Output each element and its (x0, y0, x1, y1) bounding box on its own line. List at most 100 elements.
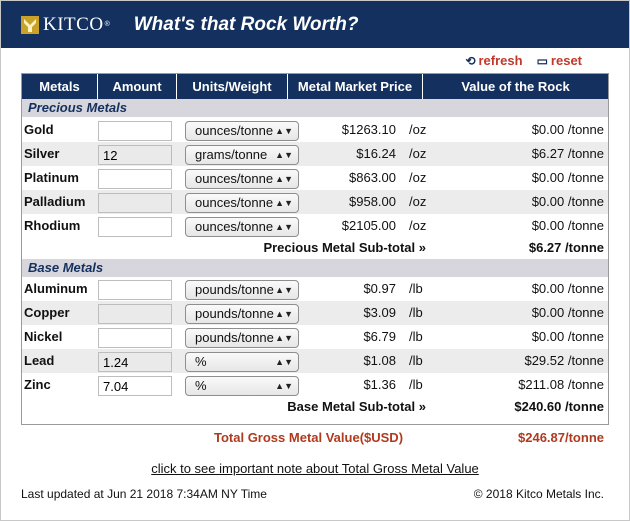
kitco-logo[interactable]: KITCO ® (21, 1, 110, 48)
precious-subtotal-label[interactable]: Precious Metal Sub-total » (263, 240, 426, 255)
amount-input[interactable] (98, 376, 172, 396)
precious-subtotal-row: Precious Metal Sub-total » $6.27 /tonne (22, 238, 608, 258)
units-value: pounds/tonne (195, 306, 274, 321)
price-unit: /lb (409, 281, 423, 296)
copyright-text: © 2018 Kitco Metals Inc. (473, 487, 604, 501)
gross-value-amount: $246.87/tonne (518, 430, 604, 445)
market-price: $2105.00 (341, 218, 396, 233)
amount-input[interactable] (98, 304, 172, 324)
rock-value: $0.00 /tonne (531, 281, 604, 296)
base-subtotal-row: Base Metal Sub-total » $240.60 /tonne (22, 397, 608, 417)
updown-arrow-icon: ▲▼ (275, 222, 293, 232)
table-row: Gold ounces/tonne ▲▼ $1263.10 /oz $0.00 /… (22, 118, 608, 142)
units-select[interactable]: ounces/tonne ▲▼ (185, 169, 299, 189)
units-value: % (195, 378, 207, 393)
important-note-link[interactable]: click to see important note about Total … (151, 461, 479, 476)
units-select[interactable]: % ▲▼ (185, 376, 299, 396)
amount-input[interactable] (98, 193, 172, 213)
metal-name: Palladium (24, 194, 86, 209)
refresh-button[interactable]: ⟲ refresh (465, 53, 522, 68)
precious-metals-header: Precious Metals (22, 99, 608, 117)
rock-value: $0.00 /tonne (531, 329, 604, 344)
units-select[interactable]: ounces/tonne ▲▼ (185, 193, 299, 213)
amount-input[interactable] (98, 145, 172, 165)
metal-name: Lead (24, 353, 55, 368)
col-value: Value of the Rock (461, 79, 570, 94)
market-price: $3.09 (363, 305, 396, 320)
kitco-gold-logo-icon (21, 15, 39, 34)
amount-input[interactable] (98, 328, 172, 348)
units-select[interactable]: pounds/tonne ▲▼ (185, 280, 299, 300)
units-select[interactable]: pounds/tonne ▲▼ (185, 304, 299, 324)
refresh-icon: ⟲ (465, 53, 476, 68)
precious-subtotal-value: $6.27 /tonne (528, 240, 604, 255)
price-unit: /lb (409, 329, 423, 344)
updown-arrow-icon: ▲▼ (275, 333, 293, 343)
metal-name: Platinum (24, 170, 79, 185)
calculator-table: Metals Amount Units/Weight Metal Market … (21, 73, 609, 425)
updown-arrow-icon: ▲▼ (275, 126, 293, 136)
rock-value: $0.00 /tonne (531, 122, 604, 137)
col-market-price: Metal Market Price (288, 74, 423, 99)
app-header: KITCO ® What's that Rock Worth? (1, 1, 629, 48)
market-price: $1263.10 (341, 122, 396, 137)
metal-name: Copper (24, 305, 70, 320)
table-row: Rhodium ounces/tonne ▲▼ $2105.00 /oz $0.0… (22, 214, 608, 238)
amount-input[interactable] (98, 352, 172, 372)
amount-input[interactable] (98, 217, 172, 237)
reset-button[interactable]: ▭ reset (537, 53, 582, 68)
updown-arrow-icon: ▲▼ (275, 285, 293, 295)
updown-arrow-icon: ▲▼ (275, 150, 293, 160)
units-select[interactable]: % ▲▼ (185, 352, 299, 372)
price-unit: /oz (409, 122, 427, 137)
table-row: Silver grams/tonne ▲▼ $16.24 /oz $6.27 /t… (22, 142, 608, 166)
market-price: $6.79 (363, 329, 396, 344)
price-unit: /oz (409, 218, 427, 233)
updown-arrow-icon: ▲▼ (275, 357, 293, 367)
amount-input[interactable] (98, 121, 172, 141)
refresh-label: refresh (478, 53, 523, 68)
base-subtotal-value: $240.60 /tonne (514, 399, 604, 414)
units-select[interactable]: pounds/tonne ▲▼ (185, 328, 299, 348)
units-select[interactable]: ounces/tonne ▲▼ (185, 217, 299, 237)
rock-value: $0.00 /tonne (531, 194, 604, 209)
market-price: $958.00 (349, 194, 396, 209)
updown-arrow-icon: ▲▼ (275, 309, 293, 319)
metal-name: Nickel (24, 329, 63, 344)
table-row: Zinc % ▲▼ $1.36 /lb $211.08 /tonne (22, 373, 608, 397)
market-price: $1.36 (363, 377, 396, 392)
rock-value: $29.52 /tonne (524, 353, 604, 368)
page-title: What's that Rock Worth? (133, 13, 359, 35)
units-select[interactable]: ounces/tonne ▲▼ (185, 121, 299, 141)
metal-name: Zinc (24, 377, 51, 392)
price-unit: /lb (409, 377, 423, 392)
metal-name: Aluminum (24, 281, 88, 296)
rock-value: $0.00 /tonne (531, 170, 604, 185)
market-price: $1.08 (363, 353, 396, 368)
logo-registered-mark: ® (104, 21, 110, 28)
logo-text: KITCO (43, 13, 104, 35)
table-row: Nickel pounds/tonne ▲▼ $6.79 /lb $0.00 /t… (22, 325, 608, 349)
reset-icon: ▭ (536, 53, 548, 68)
base-subtotal-label[interactable]: Base Metal Sub-total » (287, 399, 426, 414)
units-select[interactable]: grams/tonne ▲▼ (185, 145, 299, 165)
col-units: Units/Weight (177, 74, 288, 99)
units-value: grams/tonne (195, 147, 268, 162)
price-unit: /oz (409, 170, 427, 185)
table-row: Aluminum pounds/tonne ▲▼ $0.97 /lb $0.00 … (22, 277, 608, 301)
metal-name: Gold (24, 122, 54, 137)
price-unit: /lb (409, 353, 423, 368)
table-row: Copper pounds/tonne ▲▼ $3.09 /lb $0.00 /t… (22, 301, 608, 325)
amount-input[interactable] (98, 169, 172, 189)
table-header: Metals Amount Units/Weight Metal Market … (22, 74, 608, 99)
table-row: Platinum ounces/tonne ▲▼ $863.00 /oz $0.0… (22, 166, 608, 190)
units-value: ounces/tonne (195, 123, 274, 138)
market-price: $16.24 (356, 146, 396, 161)
table-row: Lead % ▲▼ $1.08 /lb $29.52 /tonne (22, 349, 608, 373)
units-value: ounces/tonne (195, 171, 274, 186)
amount-input[interactable] (98, 280, 172, 300)
units-value: ounces/tonne (195, 219, 274, 234)
price-unit: /oz (409, 194, 427, 209)
rock-value: $6.27 /tonne (531, 146, 604, 161)
gross-value-label: Total Gross Metal Value($USD) (214, 430, 404, 445)
